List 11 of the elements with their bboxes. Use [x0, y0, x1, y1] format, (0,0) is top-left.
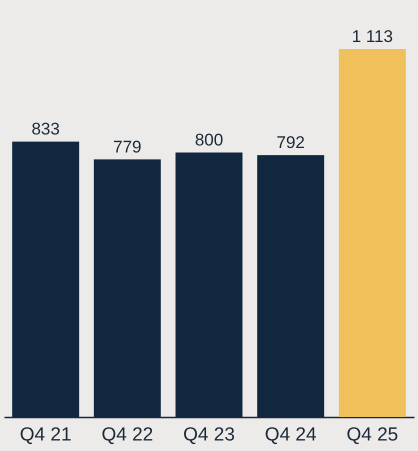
data-label: 1 113 — [352, 27, 393, 46]
data-label: 792 — [276, 133, 305, 152]
x-tick-label: Q4 22 — [101, 424, 154, 446]
x-tick-label: Q4 24 — [264, 424, 317, 446]
data-label: 800 — [194, 130, 224, 150]
x-tick-label: Q4 23 — [183, 424, 235, 446]
data-label: 833 — [31, 120, 60, 139]
data-label: 779 — [113, 137, 142, 156]
bar — [338, 49, 406, 417]
x-tick-label: Q4 25 — [346, 424, 398, 446]
x-tick-label: Q4 21 — [20, 424, 72, 446]
